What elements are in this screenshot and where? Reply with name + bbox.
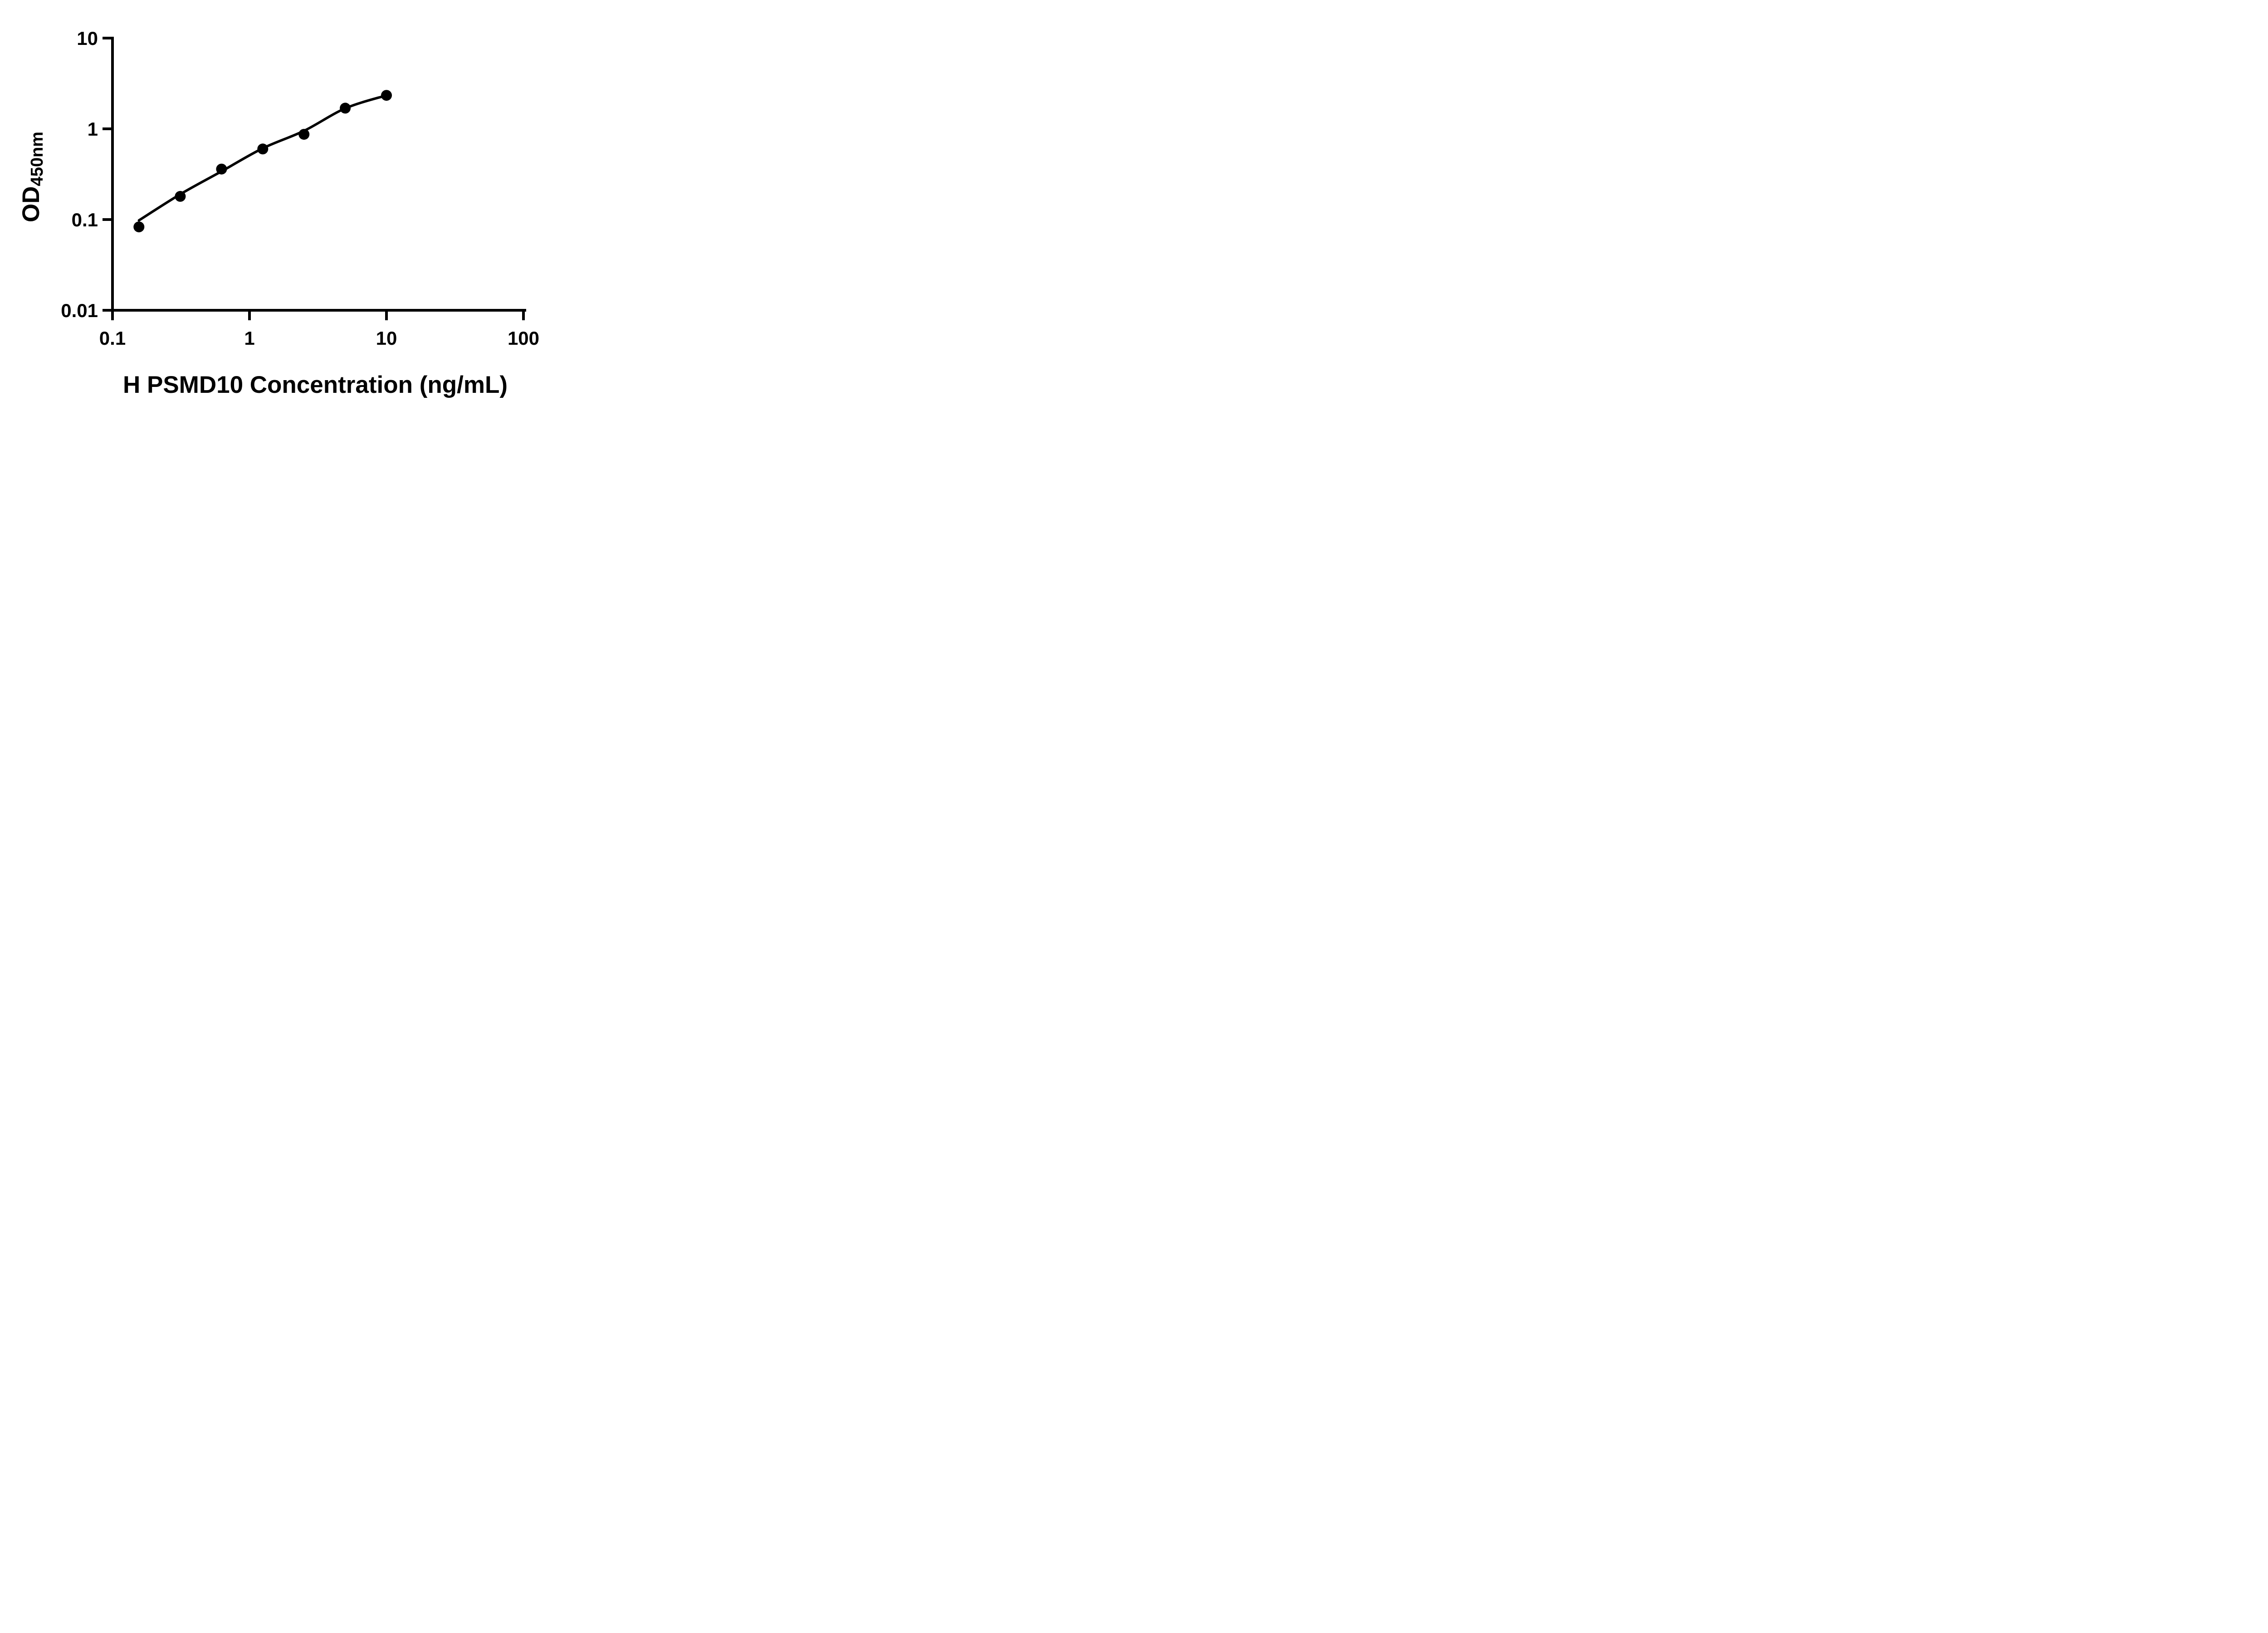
data-point-marker [381, 90, 392, 101]
y-tick-label: 0.01 [61, 300, 98, 321]
data-points [133, 90, 392, 233]
x-tick-label: 10 [376, 328, 397, 349]
data-point-marker [216, 163, 227, 175]
x-axis-tick-labels: 0.1 1 10 100 [99, 328, 539, 349]
elisa-standard-curve-figure: 10 1 0.1 0.01 0.1 1 10 100 OD450nm H PSMD10 Co… [0, 0, 583, 408]
x-tick-label: 100 [508, 328, 539, 349]
y-tick-label: 1 [88, 118, 98, 140]
x-axis-ticks [111, 310, 525, 320]
y-tick-label: 10 [77, 28, 98, 49]
axes [111, 37, 526, 312]
y-tick-label: 0.1 [72, 209, 98, 230]
x-tick-label: 0.1 [99, 328, 126, 349]
y-axis-label-subscript: 450nm [28, 132, 47, 186]
data-point-marker [175, 191, 186, 202]
x-tick-label: 1 [244, 328, 254, 349]
data-point-marker [133, 221, 145, 233]
x-axis-title: H PSMD10 Concentration (ng/mL) [123, 372, 508, 398]
y-axis-tick-labels: 10 1 0.1 0.01 [61, 28, 98, 321]
y-axis-label: OD450nm [18, 132, 47, 222]
data-point-marker [298, 129, 310, 140]
y-axis-label-main: OD [18, 186, 44, 222]
data-point-marker [257, 143, 269, 155]
fit-curve-line [137, 94, 388, 222]
data-point-marker [340, 103, 351, 114]
y-axis-ticks [103, 37, 112, 312]
